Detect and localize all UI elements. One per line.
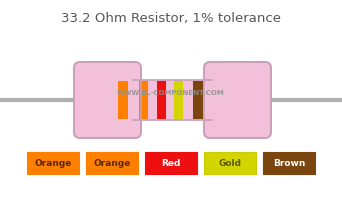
Bar	[118, 81, 128, 119]
Text: Red: Red	[161, 159, 181, 168]
Bar	[174, 81, 183, 119]
FancyBboxPatch shape	[74, 62, 141, 138]
Text: Brown: Brown	[273, 159, 305, 168]
Bar	[27, 152, 79, 174]
Bar	[263, 152, 315, 174]
Text: Gold: Gold	[219, 159, 241, 168]
Text: WWW.EL-COMPONENT.COM: WWW.EL-COMPONENT.COM	[117, 90, 225, 96]
Bar	[139, 81, 148, 119]
Bar	[204, 152, 256, 174]
Bar	[193, 81, 203, 119]
Bar	[145, 152, 197, 174]
Text: Orange: Orange	[93, 159, 131, 168]
Text: 33.2 Ohm Resistor, 1% tolerance: 33.2 Ohm Resistor, 1% tolerance	[61, 12, 281, 25]
Bar	[157, 81, 166, 119]
Bar	[86, 152, 138, 174]
Bar	[133, 80, 212, 120]
Text: Orange: Orange	[34, 159, 72, 168]
FancyBboxPatch shape	[204, 62, 271, 138]
